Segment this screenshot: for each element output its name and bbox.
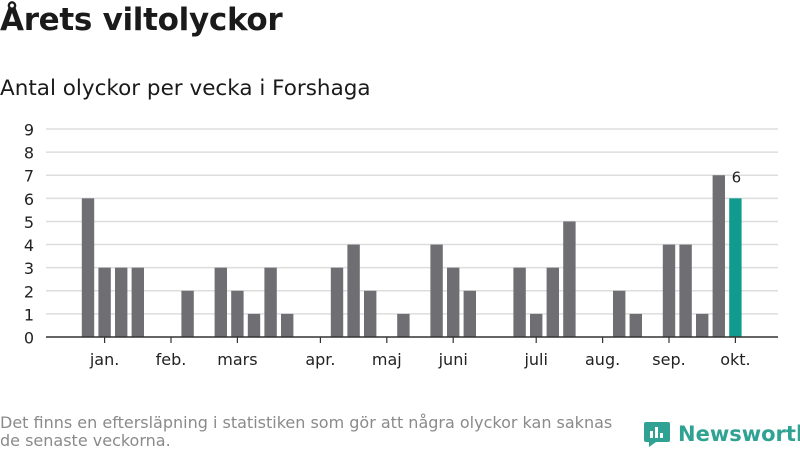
bar (364, 290, 377, 337)
x-tick-label: jan. (89, 350, 119, 369)
y-tick-label: 9 (24, 121, 34, 140)
bar (662, 244, 676, 337)
bar (131, 267, 144, 337)
bar (115, 267, 128, 337)
bar (530, 313, 543, 337)
bar (546, 267, 559, 337)
bar (281, 313, 294, 337)
bar (513, 267, 526, 337)
bar (247, 313, 261, 337)
bar (613, 290, 626, 337)
y-tick-label: 5 (24, 213, 34, 232)
bar (430, 244, 443, 337)
bar (214, 267, 227, 337)
brand-name: Newsworthy (678, 422, 800, 446)
y-tick-label: 2 (24, 282, 34, 301)
x-tick-label: mars (217, 350, 257, 369)
bar (98, 267, 111, 337)
brand-logo[interactable]: Newsworthy (644, 420, 800, 448)
bar (463, 290, 476, 337)
bar (729, 198, 742, 337)
y-tick-label: 4 (24, 236, 34, 255)
y-tick-label: 3 (24, 259, 34, 278)
y-tick-label: 7 (24, 167, 34, 186)
y-tick-label: 0 (24, 329, 34, 348)
x-tick-label: feb. (156, 350, 187, 369)
newsworthy-logo-icon (644, 422, 670, 447)
bar (563, 221, 576, 337)
bar (679, 244, 692, 337)
bar (712, 175, 725, 337)
data-label: 6 (732, 168, 742, 186)
chart-subtitle: Antal olyckor per vecka i Forshaga (0, 76, 371, 101)
x-tick-label: juni (438, 350, 468, 369)
y-tick-label: 1 (24, 305, 34, 324)
x-tick-label: maj (372, 350, 402, 369)
x-tick-label: okt. (720, 350, 750, 369)
x-tick-label: aug. (585, 350, 620, 369)
footnote: Det finns en eftersläpning i statistiken… (0, 413, 613, 450)
x-tick-label: sep. (652, 350, 685, 369)
bar (629, 313, 642, 337)
x-tick-label: apr. (305, 350, 335, 369)
bar (447, 267, 460, 337)
bar (330, 267, 344, 337)
bar (81, 198, 95, 337)
y-tick-label: 6 (24, 190, 34, 209)
bar (347, 244, 360, 337)
chart-title: Årets viltolyckor (0, 2, 283, 38)
bar (696, 313, 709, 337)
bar (397, 313, 410, 337)
y-tick-label: 8 (24, 144, 34, 163)
bar (264, 267, 277, 337)
bar (181, 290, 194, 337)
bar (231, 290, 244, 337)
x-tick-label: juli (523, 350, 547, 369)
